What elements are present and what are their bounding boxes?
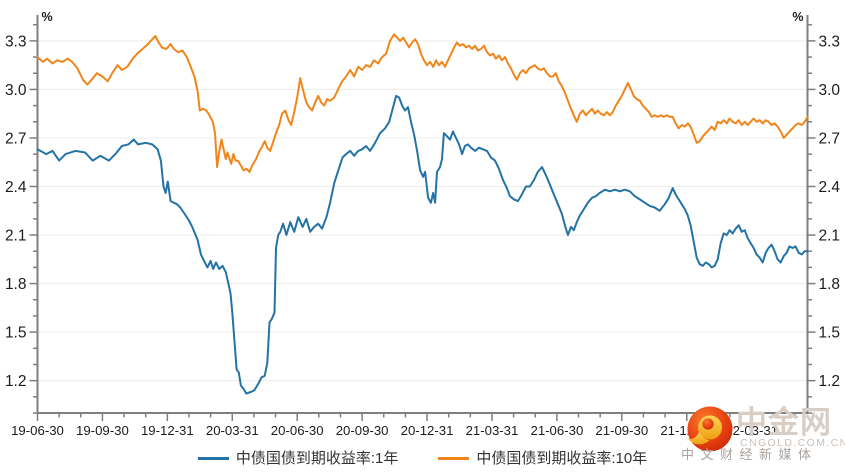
legend-line-swatch-1y <box>197 456 229 460</box>
x-tick-label: 19-06-30 <box>11 423 64 438</box>
x-tick-label: 21-06-30 <box>530 423 583 438</box>
x-tick-label: 19-12-31 <box>141 423 194 438</box>
x-tick-label: 22-03-31 <box>725 423 778 438</box>
x-tick-label: 21-09-30 <box>595 423 648 438</box>
y-tick-label: 2.1 <box>5 228 27 245</box>
series-line-1y <box>36 94 809 395</box>
x-tick-label: 19-09-30 <box>76 423 129 438</box>
y-tick-label: 2.7 <box>819 130 841 147</box>
legend-line-swatch-10y <box>438 456 470 460</box>
legend-item-10y[interactable]: 中债国债到期收益率:10年 <box>438 451 647 466</box>
y-unit-label-right: % <box>792 10 803 24</box>
y-tick-label: 1.5 <box>819 325 841 342</box>
y-tick-label: 2.1 <box>819 228 841 245</box>
y-tick-label: 1.2 <box>819 373 841 390</box>
x-tick-label: 21-12-31 <box>660 423 713 438</box>
y-tick-label: 3.3 <box>5 33 27 50</box>
y-tick-label: 3.3 <box>819 33 841 50</box>
y-tick-label: 1.2 <box>5 373 27 390</box>
y-tick-label: 2.7 <box>5 130 27 147</box>
y-tick-label: 1.5 <box>5 325 27 342</box>
x-tick-label: 20-12-31 <box>401 423 454 438</box>
y-unit-label-left: % <box>42 10 53 24</box>
y-tick-label: 1.8 <box>5 276 27 293</box>
legend-label-1y: 中债国债到期收益率:1年 <box>235 449 399 467</box>
chart-legend: 中债国债到期收益率:1年 中债国债到期收益率:10年 <box>0 447 845 469</box>
x-tick-label: 21-03-31 <box>466 423 519 438</box>
x-tick-label: 20-03-31 <box>206 423 259 438</box>
x-tick-label: 20-06-30 <box>271 423 324 438</box>
y-tick-label: 1.8 <box>819 276 841 293</box>
y-tick-label: 2.4 <box>5 179 27 196</box>
y-tick-label: 3.0 <box>819 82 841 99</box>
y-tick-label: 3.0 <box>5 82 27 99</box>
series-line-10y <box>36 33 809 173</box>
x-tick-label: 20-09-30 <box>336 423 389 438</box>
y-tick-label: 2.4 <box>819 179 841 196</box>
legend-label-10y: 中债国债到期收益率:10年 <box>476 449 648 467</box>
legend-item-1y[interactable]: 中债国债到期收益率:1年 <box>197 449 399 467</box>
